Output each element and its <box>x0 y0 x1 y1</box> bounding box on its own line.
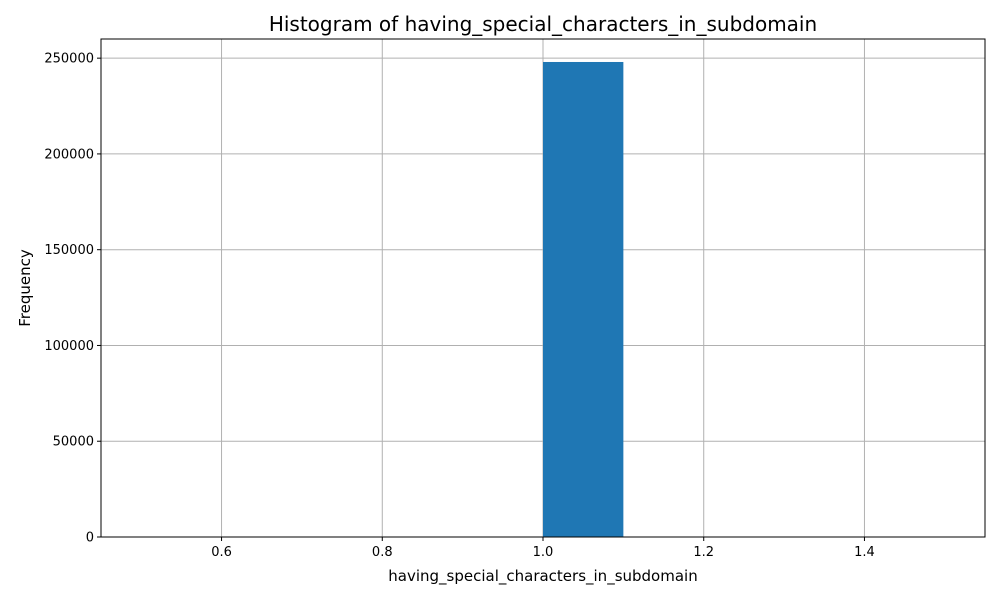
tick-layer: 0.6 0.8 1.0 1.2 1.4 0 50000 100000 150000 200000 2… <box>44 52 874 560</box>
histogram-bar <box>543 61 624 537</box>
bar-layer <box>543 61 624 537</box>
y-axis-label: Frequency <box>16 249 34 327</box>
x-tick-label: 1.0 <box>533 545 554 560</box>
y-tick-label: 0 <box>86 531 94 546</box>
x-tick-label: 1.4 <box>854 545 875 560</box>
y-tick-label: 100000 <box>44 339 94 354</box>
x-tick-label: 0.8 <box>372 545 393 560</box>
y-tick-label: 200000 <box>44 147 94 162</box>
x-tick-label: 0.6 <box>211 545 232 560</box>
x-axis-label: having_special_characters_in_subdomain <box>388 567 697 586</box>
x-tick-label: 1.2 <box>693 545 714 560</box>
y-tick-label: 250000 <box>44 52 94 67</box>
y-tick-label: 150000 <box>44 243 94 258</box>
chart-title: Histogram of having_special_characters_i… <box>269 12 817 36</box>
y-tick-label: 50000 <box>53 435 94 450</box>
plot-frame <box>100 38 986 538</box>
